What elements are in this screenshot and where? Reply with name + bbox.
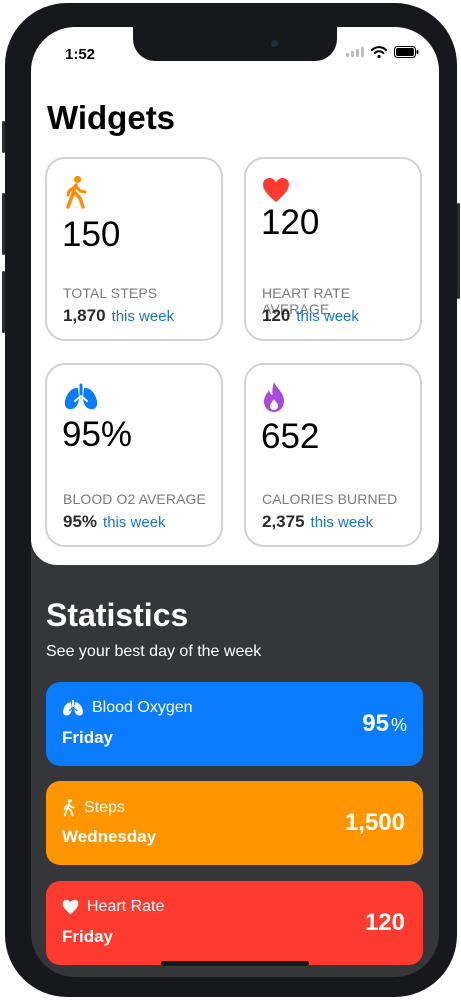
calories-weekly: 2,375 this week	[262, 512, 373, 532]
steps-stat-value: 1,500	[344, 809, 405, 836]
heart-icon	[263, 178, 289, 202]
walking-person-icon	[63, 798, 75, 817]
blood-o2-widget-card[interactable]: 95% Blood O2 Average 95% this week	[45, 363, 223, 547]
wifi-icon	[371, 46, 387, 58]
statistics-title: Statistics	[46, 597, 189, 633]
steps-weekly-value: 1,870	[63, 306, 106, 325]
battery-icon	[394, 46, 419, 58]
steps-weekly-text: this week	[111, 308, 175, 325]
heart-rate-stat-card[interactable]: Heart Rate Friday 120	[46, 881, 423, 965]
calories-value: 652	[261, 417, 320, 456]
calories-weekly-text: this week	[310, 514, 374, 531]
steps-weekly: 1,870 this week	[63, 306, 174, 326]
walking-person-icon	[66, 175, 87, 209]
heart-rate-label: Heart Rate Average	[262, 285, 351, 317]
heart-rate-stat-day: Friday	[62, 927, 114, 946]
lungs-icon	[64, 383, 98, 410]
heart-rate-weekly-value: 120	[262, 306, 291, 325]
steps-stat-header: Steps	[62, 798, 125, 817]
home-indicator[interactable]	[161, 961, 309, 966]
signal-icon	[346, 47, 364, 57]
front-camera	[271, 40, 278, 47]
blood-oxygen-stat-unit: %	[390, 715, 407, 735]
volume-down-button	[2, 271, 5, 333]
flame-icon	[264, 382, 284, 412]
notch	[133, 27, 337, 61]
blood-o2-value: 95%	[62, 415, 133, 454]
widgets-title: Widgets	[47, 99, 176, 136]
blood-oxygen-stat-value-wrap: 95%	[362, 710, 407, 738]
heart-rate-value: 120	[261, 203, 320, 242]
calories-widget-card[interactable]: 652 Calories Burned 2,375 this week	[244, 363, 422, 547]
screen: 1:52	[31, 27, 439, 977]
heart-rate-stat-label: Heart Rate	[87, 898, 165, 915]
phone-frame: 1:52	[2, 3, 460, 997]
heart-icon	[62, 899, 79, 915]
calories-label: Calories Burned	[262, 491, 398, 507]
steps-stat-day: Wednesday	[62, 827, 157, 846]
heart-rate-weekly: 120 this week	[262, 306, 359, 326]
mute-switch	[2, 121, 5, 153]
power-button	[457, 203, 460, 299]
blood-oxygen-stat-header: Blood Oxygen	[62, 699, 193, 717]
steps-widget-card[interactable]: 150 Total Steps 1,870 this week	[45, 157, 223, 341]
blood-oxygen-stat-label: Blood Oxygen	[92, 699, 193, 716]
lungs-icon	[63, 699, 83, 716]
blood-oxygen-stat-day: Friday	[62, 728, 114, 747]
status-time: 1:52	[65, 46, 96, 63]
blood-oxygen-stat-value: 95	[362, 710, 389, 737]
steps-stat-card[interactable]: Steps Wednesday 1,500	[46, 781, 423, 865]
steps-stat-value-wrap: 1,500	[345, 809, 407, 837]
statistics-subtitle: See your best day of the week	[46, 643, 262, 660]
heart-rate-stat-value-wrap: 120	[365, 909, 407, 937]
steps-value: 150	[62, 215, 121, 254]
steps-stat-label: Steps	[84, 798, 125, 816]
blood-oxygen-stat-card[interactable]: Blood Oxygen Friday 95%	[46, 682, 423, 766]
widgets-panel: 1:52	[31, 27, 439, 565]
status-icons	[346, 46, 419, 58]
heart-rate-stat-header: Heart Rate	[62, 898, 164, 916]
blood-o2-weekly: 95% this week	[63, 512, 166, 532]
volume-up-button	[2, 193, 5, 255]
blood-o2-weekly-text: this week	[103, 514, 166, 531]
steps-label: Total Steps	[63, 285, 158, 301]
heart-rate-widget-card[interactable]: 120 Heart Rate Average 120 this week	[244, 157, 422, 341]
blood-o2-label: Blood O2 Average	[63, 491, 206, 507]
calories-weekly-value: 2,375	[262, 512, 305, 531]
blood-o2-weekly-value: 95%	[63, 512, 98, 531]
heart-rate-stat-value: 120	[364, 909, 405, 936]
heart-rate-weekly-text: this week	[296, 308, 359, 325]
